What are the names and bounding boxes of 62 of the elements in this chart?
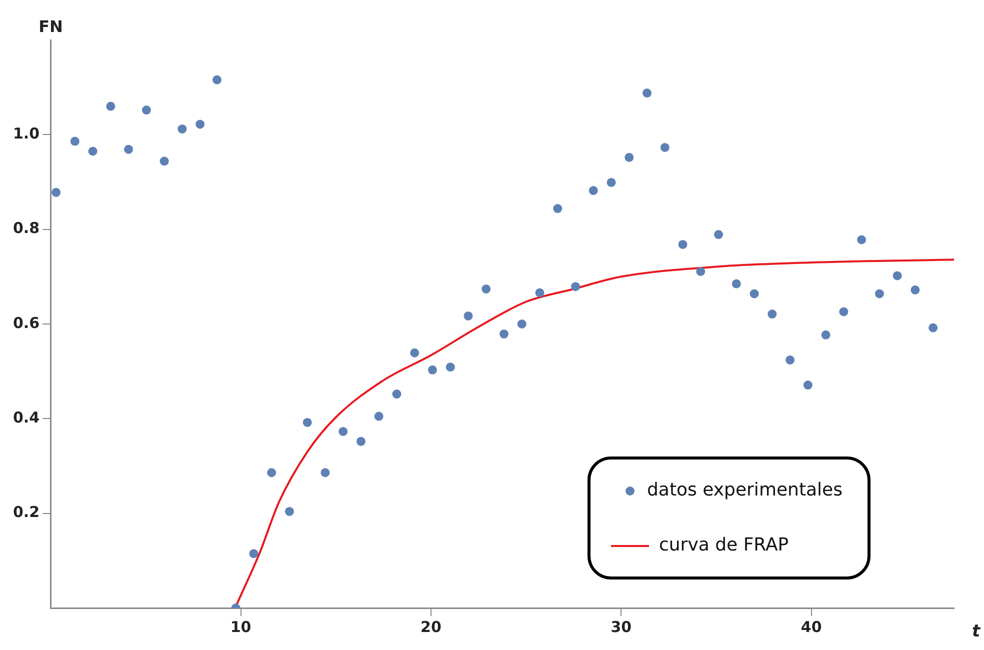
point [267, 468, 276, 478]
point [535, 288, 544, 298]
y-tick-label: 1.0 [12, 124, 40, 143]
point [624, 152, 634, 162]
x-tick-label: 30 [610, 618, 632, 636]
point [374, 412, 384, 421]
legend-label: datos experimentales [647, 480, 842, 501]
x-tick-label: 10 [230, 618, 252, 636]
point [606, 178, 616, 187]
point [212, 75, 222, 84]
point [678, 240, 688, 249]
point [320, 468, 330, 478]
point [142, 106, 151, 115]
point [356, 436, 366, 446]
point [660, 142, 670, 152]
x-axis-title: t [972, 621, 981, 642]
point [178, 124, 187, 134]
point [553, 204, 562, 214]
point [732, 279, 741, 288]
point [750, 289, 759, 298]
y-tick-label: 0.8 [12, 219, 40, 238]
point [571, 282, 580, 292]
point [696, 266, 706, 276]
point [892, 271, 902, 280]
point [302, 418, 312, 427]
point [768, 310, 777, 319]
point [821, 330, 830, 340]
y-tick-label: 0.2 [12, 503, 40, 522]
point [642, 88, 652, 98]
y-axis-title: FN [38, 17, 63, 36]
point [928, 323, 938, 332]
point [874, 289, 884, 298]
point [124, 144, 134, 154]
point [588, 186, 598, 196]
point [338, 426, 348, 436]
point [500, 329, 508, 338]
point [714, 230, 724, 240]
legend-label: curva de FRAP [659, 534, 789, 556]
point [196, 120, 205, 129]
point [446, 362, 455, 372]
point [284, 506, 294, 516]
point [464, 311, 473, 320]
point [482, 284, 491, 294]
point [803, 380, 812, 390]
point [249, 549, 258, 558]
point [52, 188, 61, 197]
point [839, 307, 848, 316]
y-tick-label: 0.6 [12, 314, 40, 332]
point [392, 390, 402, 399]
point [88, 146, 98, 156]
point [857, 235, 866, 244]
point [428, 365, 437, 374]
point [786, 355, 795, 364]
y-tick-label: 0.4 [12, 408, 40, 427]
point [70, 136, 80, 146]
x-tick-label: 40 [800, 618, 822, 636]
point [160, 156, 169, 166]
point [410, 348, 420, 358]
point [517, 320, 526, 328]
x-tick-label: 20 [420, 618, 442, 636]
point [106, 102, 116, 111]
point [910, 285, 920, 294]
